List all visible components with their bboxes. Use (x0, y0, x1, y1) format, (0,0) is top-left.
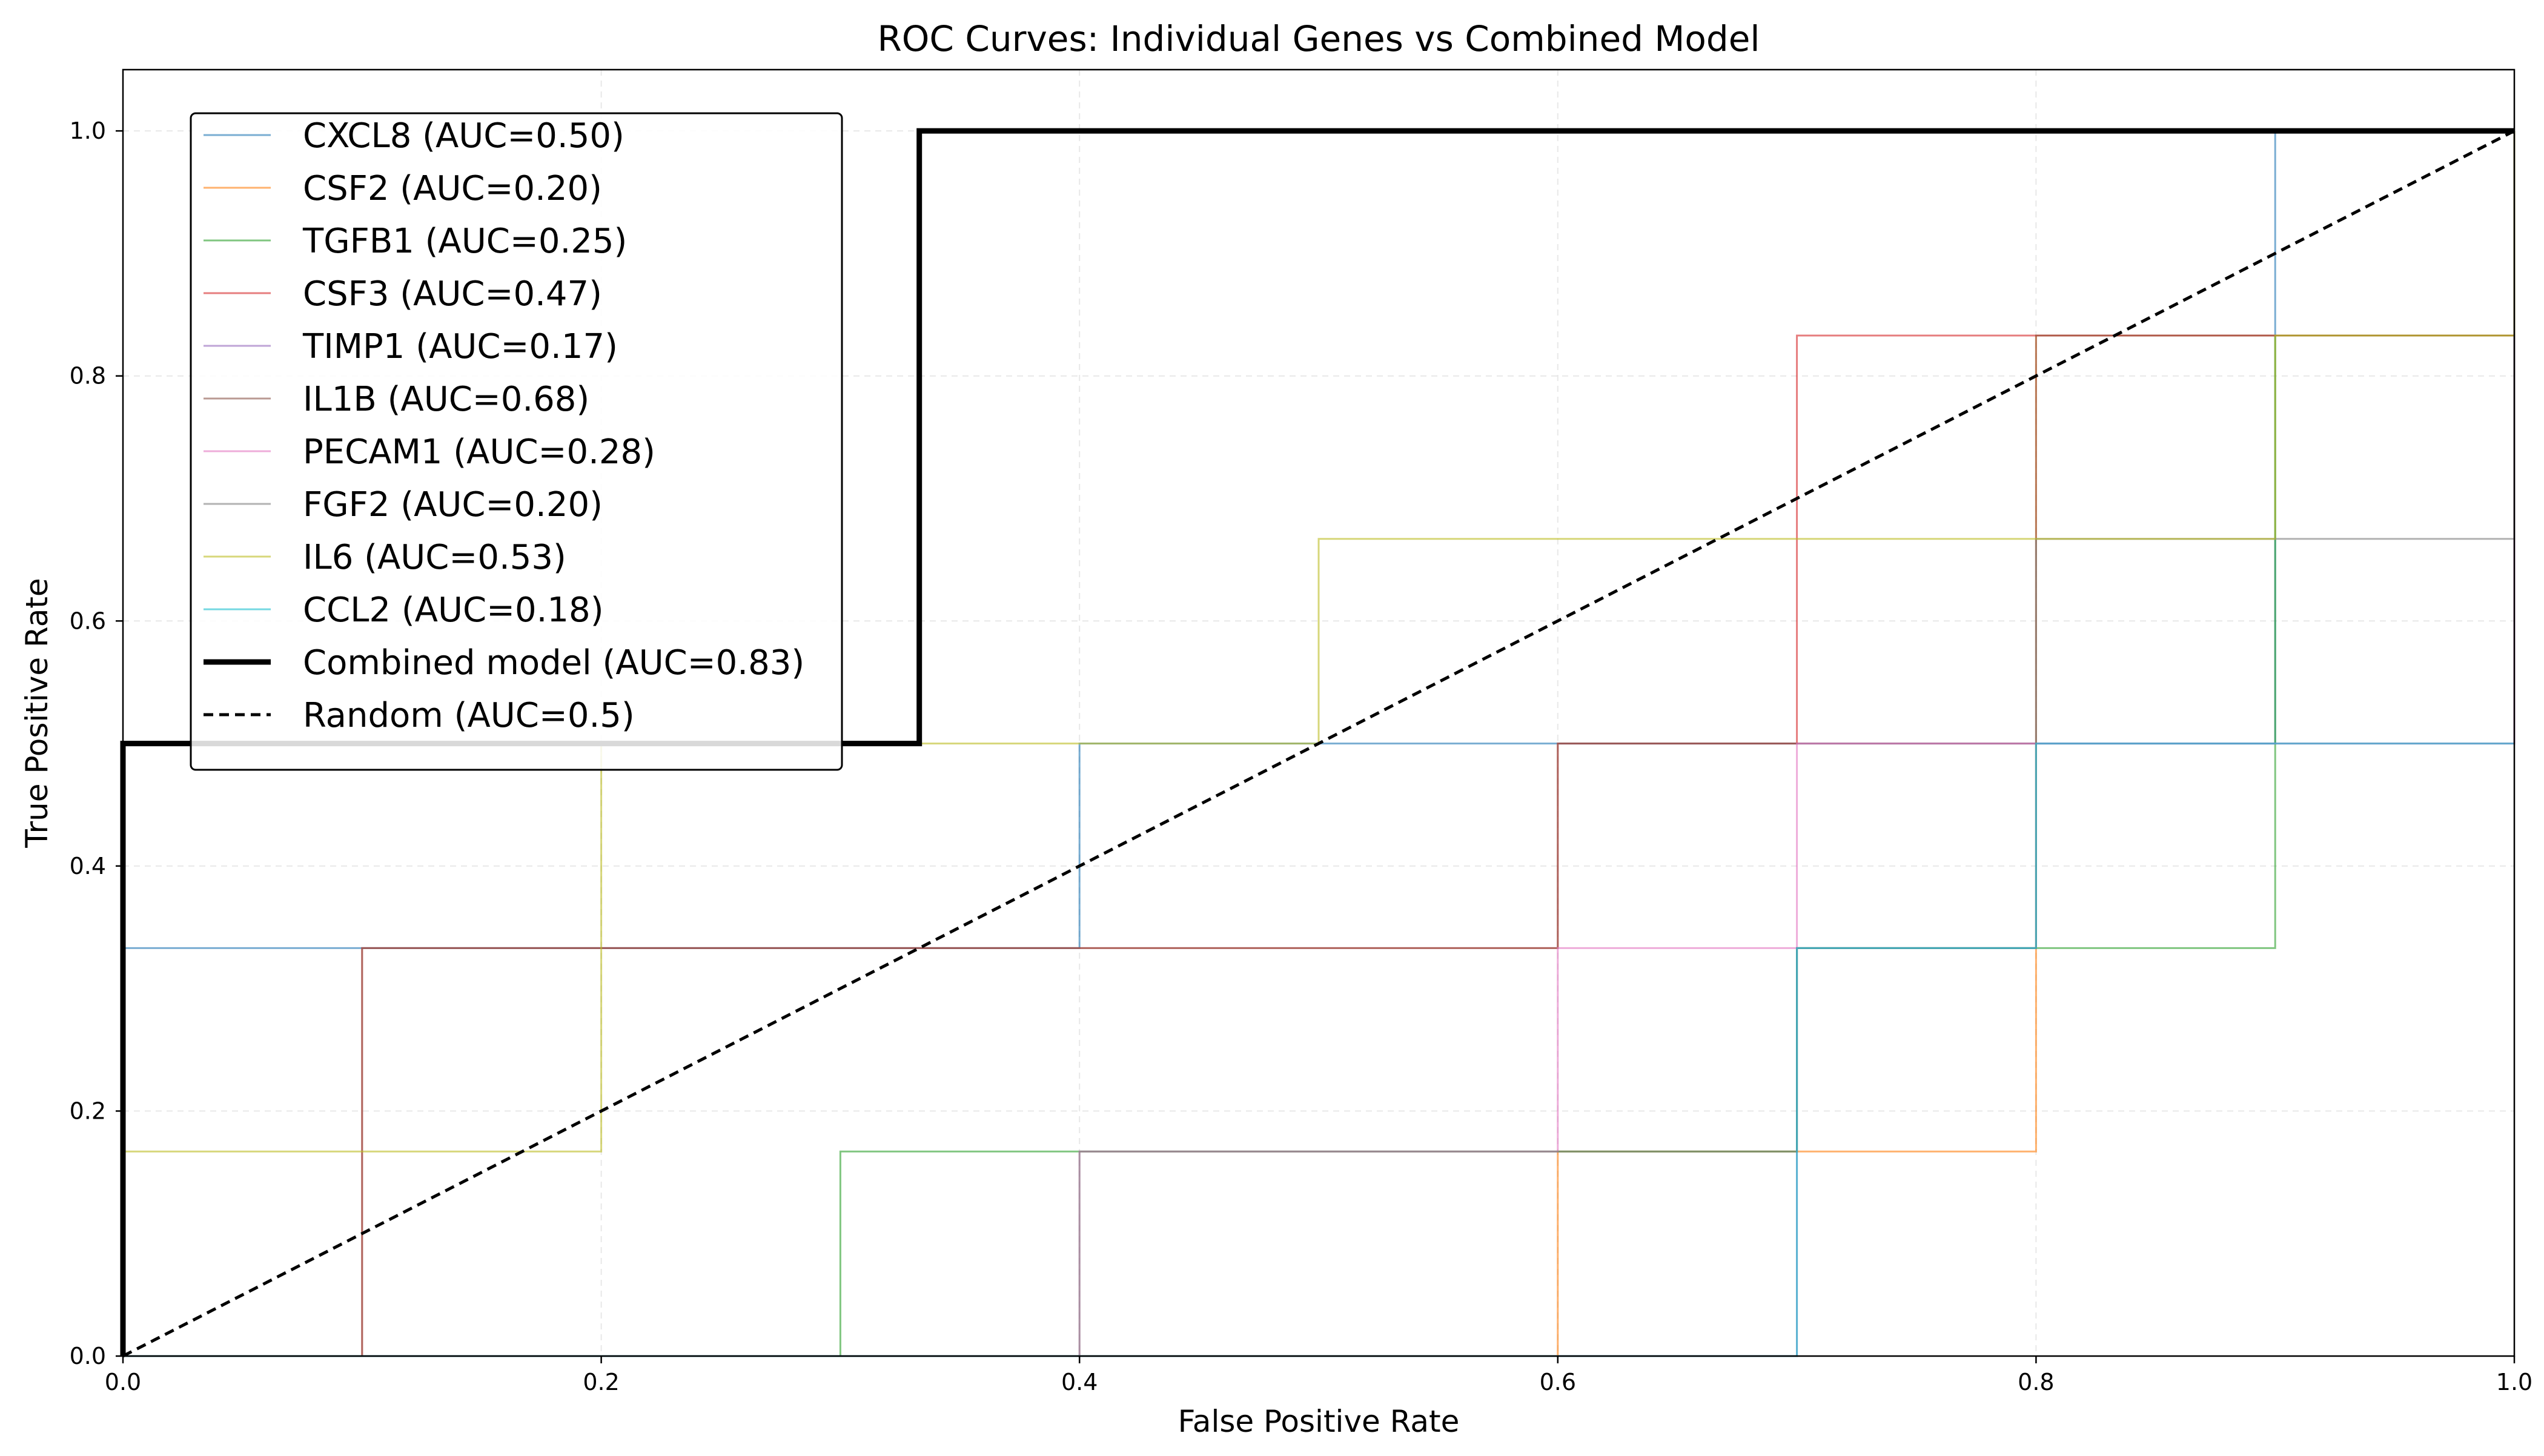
series-line-random (122, 129, 2516, 1358)
legend: CXCL8 (AUC=0.50) CSF2 (AUC=0.20) TGFB1 (AU… (190, 112, 843, 771)
y-tick-label: 0.6 (70, 607, 106, 634)
y-tick-label: 0.4 (70, 853, 106, 879)
legend-label: FGF2 (AUC=0.20) (303, 485, 603, 524)
series-line-il6 (123, 131, 2516, 1153)
y-tick-label: 1.0 (70, 117, 106, 144)
y-tick-label: 0.8 (70, 363, 106, 389)
x-tick-label: 0.4 (1061, 1369, 1098, 1395)
tick-layer: 0.0 0.2 0.4 0.6 0.8 1.0 0.0 0.2 0.4 0.6 0.8 1.0 (70, 117, 2533, 1395)
legend-label: CXCL8 (AUC=0.50) (303, 116, 624, 156)
y-axis-label: True Positive Rate (19, 578, 55, 848)
legend-label: IL1B (AUC=0.68) (303, 380, 589, 419)
legend-label: PECAM1 (AUC=0.28) (303, 432, 655, 472)
chart-title: ROC Curves: Individual Genes vs Combined… (877, 18, 1760, 59)
legend-label: IL6 (AUC=0.53) (303, 538, 566, 577)
x-tick-label: 0.8 (2018, 1369, 2054, 1395)
legend-label: Combined model (AUC=0.83) (303, 643, 804, 683)
x-tick-label: 1.0 (2496, 1369, 2532, 1395)
y-tick-label: 0.2 (70, 1097, 106, 1124)
legend-label: Random (AUC=0.5) (303, 696, 635, 735)
x-tick-label: 0.2 (583, 1369, 619, 1395)
x-axis-label: False Positive Rate (1178, 1404, 1460, 1439)
y-tick-label: 0.0 (70, 1343, 106, 1369)
legend-label: CSF3 (AUC=0.47) (303, 274, 602, 314)
x-tick-label: 0.6 (1540, 1369, 1576, 1395)
plot-frame (122, 68, 2516, 1357)
legend-label: TIMP1 (AUC=0.17) (302, 327, 618, 366)
legend-label: CCL2 (AUC=0.18) (303, 591, 604, 630)
legend-label: TGFB1 (AUC=0.25) (302, 222, 627, 261)
legend-label: CSF2 (AUC=0.20) (303, 169, 602, 208)
legend-box (190, 112, 843, 771)
x-tick-label: 0.0 (105, 1369, 141, 1395)
series-line-ccl2 (123, 743, 2514, 1357)
